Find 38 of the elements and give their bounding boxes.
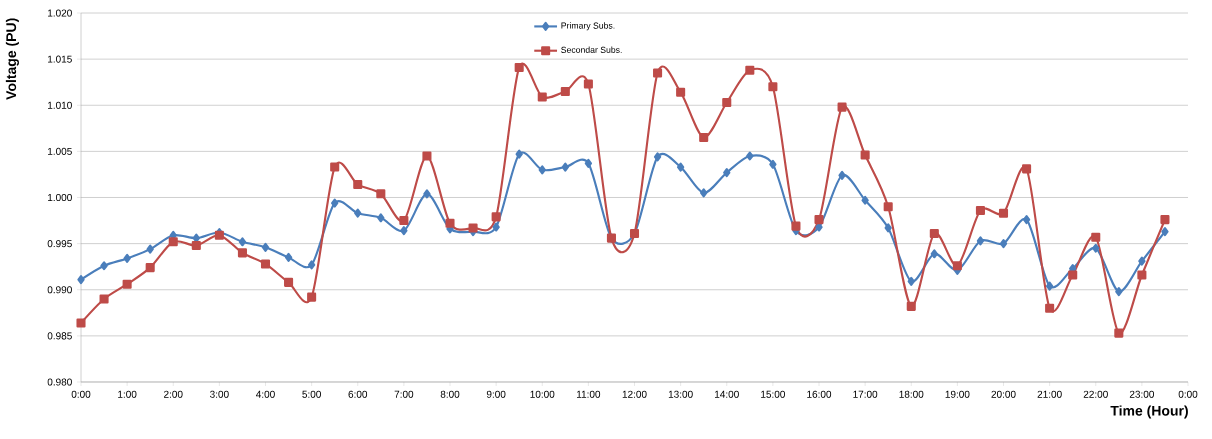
y-tick-label: 0.985: [47, 332, 72, 340]
x-tick-label: 0:00: [1178, 390, 1198, 398]
x-tick-label: 14:00: [715, 390, 739, 398]
x-tick-label: 19:00: [945, 390, 970, 398]
x-tick-label: 6:00: [348, 390, 368, 398]
x-tick-label: 5:00: [302, 390, 321, 398]
legend-label: Primary Subs.: [561, 22, 615, 31]
y-tick-label: 1.005: [48, 147, 72, 155]
x-tick-label: 17:00: [853, 390, 878, 398]
x-tick-label: 15:00: [761, 390, 785, 398]
x-tick-label: 13:00: [668, 390, 693, 398]
y-axis-title: Voltage (PU): [5, 18, 19, 100]
x-tick-label: 3:00: [210, 390, 229, 398]
x-tick-label: 1:00: [118, 390, 137, 398]
y-tick-label: 1.010: [48, 101, 72, 109]
x-tick-label: 18:00: [899, 390, 924, 398]
x-tick-label: 11:00: [576, 390, 601, 398]
x-tick-label: 0:00: [71, 390, 91, 398]
x-tick-label: 20:00: [991, 390, 1016, 398]
x-tick-label: 21:00: [1037, 390, 1062, 398]
x-tick-label: 2:00: [164, 390, 183, 398]
y-tick-label: 1.015: [48, 55, 72, 63]
x-tick-label: 23:00: [1129, 390, 1154, 398]
x-tick-label: 7:00: [394, 390, 414, 398]
y-tick-label: 0.980: [47, 378, 72, 386]
legend-label: Secondar Subs.: [561, 46, 622, 53]
x-tick-label: 8:00: [440, 390, 460, 398]
y-tick-label: 1.000: [48, 193, 72, 202]
x-tick-label: 10:00: [530, 390, 555, 398]
x-tick-label: 4:00: [256, 390, 275, 398]
x-axis-title: Time (Hour): [1110, 405, 1188, 419]
x-tick-label: 22:00: [1083, 390, 1108, 398]
x-tick-label: 12:00: [622, 390, 647, 398]
x-tick-label: 16:00: [807, 390, 832, 398]
x-tick-label: 9:00: [486, 390, 506, 398]
y-tick-label: 0.990: [47, 286, 72, 294]
y-tick-label: 1.020: [48, 9, 72, 17]
y-tick-label: 0.995: [47, 240, 72, 248]
